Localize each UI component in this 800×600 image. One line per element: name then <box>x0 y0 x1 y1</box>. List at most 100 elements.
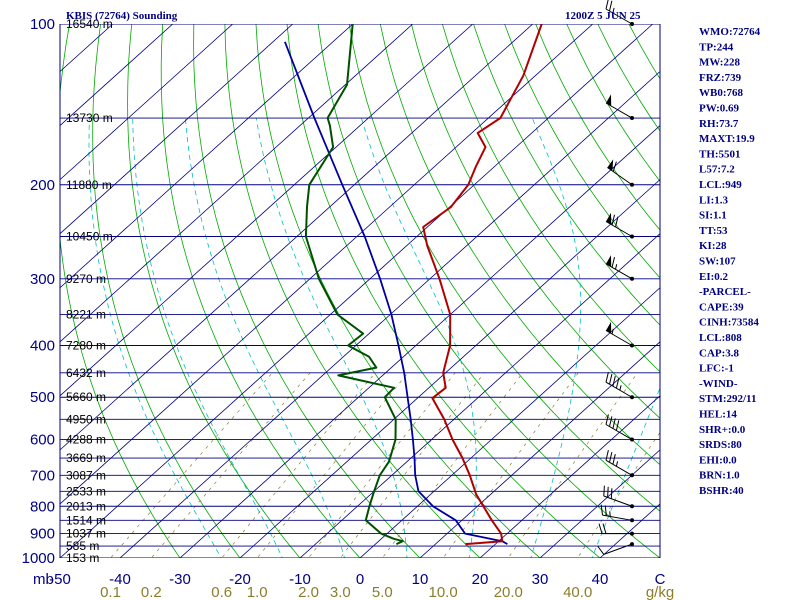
temperature-tick-label: 40 <box>592 571 609 588</box>
isotherm <box>60 24 294 235</box>
temperature-tick-label: 10 <box>412 571 429 588</box>
height-label: 2533 m <box>66 484 106 498</box>
wind-barb-full <box>605 371 609 383</box>
wind-barb-full <box>615 420 620 431</box>
temperature-tick-label: 30 <box>532 571 549 588</box>
wind-barb-full <box>612 161 617 172</box>
wind-barb <box>605 414 634 442</box>
wind-barb-half <box>615 264 618 270</box>
temperature-tick-label: -40 <box>109 571 131 588</box>
dry-adiabat <box>442 24 660 373</box>
temperature-tick-label: 0 <box>356 571 364 588</box>
wind-barb-half <box>609 511 611 517</box>
isotherm <box>60 24 594 505</box>
parcel-trace <box>284 41 508 545</box>
wind-barb <box>605 449 634 478</box>
index-line: WMO:72764 <box>699 26 761 38</box>
temperature-tick-label: 20 <box>472 571 489 588</box>
index-line: FRZ:739 <box>699 72 742 84</box>
mixing-ratio-label: g/kg <box>646 584 674 600</box>
height-label: 153 m <box>66 551 99 565</box>
wind-barb-full <box>612 453 616 465</box>
temperature-trace <box>422 24 543 546</box>
wind-barb-full <box>609 373 613 385</box>
mixing-ratio-label: 0.6 <box>211 584 232 600</box>
wind-barb-full <box>598 523 603 534</box>
pressure-tick-label: 900 <box>30 526 55 543</box>
pressure-tick-label: 400 <box>30 338 55 355</box>
isotherm <box>60 24 534 451</box>
wind-barb-full <box>609 451 613 463</box>
height-label: 4950 m <box>66 412 106 426</box>
wind-barb-full <box>605 0 609 10</box>
dry-adiabat <box>473 24 660 326</box>
wind-barb-staff <box>605 330 633 346</box>
wind-barb-full <box>597 545 605 555</box>
index-line: WB0:768 <box>699 87 744 99</box>
index-line: TT:53 <box>699 225 728 237</box>
mixing-ratio-label: 0.2 <box>141 584 162 600</box>
temperature-tick-label: -50 <box>49 571 71 588</box>
mixing-ratio-label: 10.0 <box>428 584 457 600</box>
height-label: 8221 m <box>66 308 106 322</box>
chart-profiles <box>284 24 543 546</box>
index-line: L57:7.2 <box>699 164 735 176</box>
wind-barb <box>607 159 634 187</box>
dry-adiabat <box>224 24 481 558</box>
temperature-tick-label: -10 <box>289 571 311 588</box>
wind-barbs <box>597 0 634 555</box>
isotherm <box>359 287 660 558</box>
height-label: 6432 m <box>66 366 106 380</box>
mixing-ratio-label: 3.0 <box>330 584 351 600</box>
dry-adiabat <box>411 24 660 419</box>
wind-barb-staff <box>603 495 633 507</box>
index-line: EI:0.2 <box>699 271 729 283</box>
wind-barb-full <box>615 377 620 389</box>
index-line: CINH:73584 <box>699 317 759 329</box>
isotherm <box>479 395 660 558</box>
index-line: BSHR:40 <box>699 485 744 497</box>
wind-barb <box>598 523 634 536</box>
wind-barb-half <box>612 7 615 14</box>
isotherm <box>539 449 660 558</box>
height-label: 4288 m <box>66 433 106 447</box>
dry-adiabat <box>60 24 181 558</box>
wind-barb-staff <box>605 424 633 440</box>
wind-barb-full <box>603 485 605 497</box>
index-line: SRDS:80 <box>699 439 742 451</box>
wind-barb-staff <box>602 514 633 521</box>
pressure-tick-label: 700 <box>30 467 55 484</box>
wind-barb-full <box>605 414 609 425</box>
dewpoint-trace <box>304 24 404 546</box>
index-line: LI:1.3 <box>699 194 729 206</box>
wind-barb <box>605 212 634 239</box>
temperature-tick-label: C <box>655 571 666 588</box>
index-line: BRN:1.0 <box>699 470 740 482</box>
dry-adiabat <box>255 24 541 558</box>
height-label: 3669 m <box>66 451 106 465</box>
index-line: -PARCEL- <box>699 286 751 298</box>
index-line: PW:0.69 <box>699 103 740 115</box>
indices-panel: WMO:72764 TP:244 MW:228 FRZ:739 WB0:768 PW:0.… <box>699 26 761 497</box>
mixing-ratio-label: 1.0 <box>247 584 268 600</box>
height-label: 9270 m <box>66 272 106 286</box>
wind-barb-full <box>602 523 607 534</box>
dry-adiabat <box>92 24 241 558</box>
wind-barb-staff <box>605 459 633 476</box>
index-line: LFC:-1 <box>699 363 734 375</box>
wind-barb-flag <box>606 255 612 267</box>
isotherm <box>119 70 660 558</box>
index-line: -WIND- <box>699 378 738 390</box>
index-line: RH:73.7 <box>699 118 739 130</box>
isotherm <box>60 24 234 181</box>
chart-title: KBIS (72764) Sounding <box>66 10 178 22</box>
height-label: 10450 m <box>66 230 113 244</box>
wind-barb-staff <box>603 543 633 555</box>
pressure-tick-label: 300 <box>30 271 55 288</box>
wind-barb-half <box>611 328 614 335</box>
isotherm <box>60 24 474 397</box>
isotherm <box>60 24 174 127</box>
wind-barb-full <box>612 375 616 387</box>
